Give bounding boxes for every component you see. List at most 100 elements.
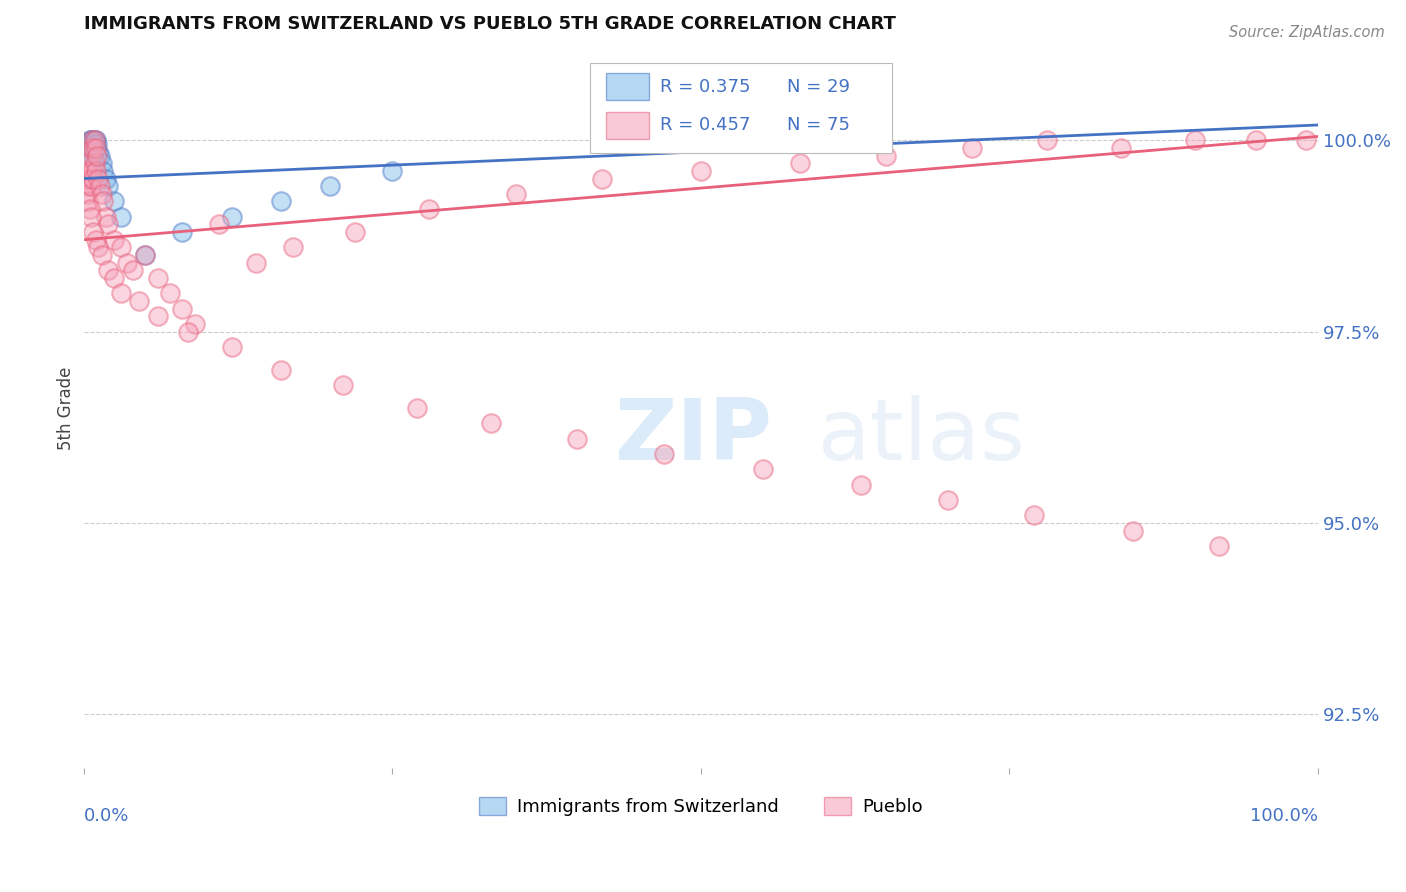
Text: IMMIGRANTS FROM SWITZERLAND VS PUEBLO 5TH GRADE CORRELATION CHART: IMMIGRANTS FROM SWITZERLAND VS PUEBLO 5T… xyxy=(83,15,896,33)
Point xyxy=(270,363,292,377)
Point xyxy=(82,171,104,186)
Point xyxy=(789,156,811,170)
Point xyxy=(84,141,107,155)
Point xyxy=(80,133,103,147)
Point xyxy=(1295,133,1317,147)
Point xyxy=(76,164,98,178)
Point xyxy=(851,477,873,491)
Text: N = 75: N = 75 xyxy=(787,116,851,135)
Point xyxy=(110,240,132,254)
Point xyxy=(97,218,120,232)
Point xyxy=(505,186,527,201)
Point xyxy=(89,179,111,194)
Point xyxy=(76,141,98,155)
Y-axis label: 5th Grade: 5th Grade xyxy=(58,367,75,450)
Text: ZIP: ZIP xyxy=(614,395,772,478)
Point xyxy=(83,133,105,147)
Text: Source: ZipAtlas.com: Source: ZipAtlas.com xyxy=(1229,25,1385,40)
Point xyxy=(84,141,107,155)
Point xyxy=(208,218,231,232)
Point xyxy=(89,148,111,162)
Point xyxy=(221,210,243,224)
Point xyxy=(80,141,103,155)
Point xyxy=(82,225,104,239)
Point xyxy=(418,202,440,216)
Point xyxy=(80,179,103,194)
Point xyxy=(77,194,100,209)
Point xyxy=(82,137,104,152)
Point xyxy=(77,145,100,159)
Point xyxy=(332,378,354,392)
Point xyxy=(97,263,120,277)
Point xyxy=(172,225,194,239)
Text: 100.0%: 100.0% xyxy=(1250,807,1319,825)
Point xyxy=(221,340,243,354)
Text: R = 0.457: R = 0.457 xyxy=(659,116,751,135)
Text: R = 0.375: R = 0.375 xyxy=(659,78,751,95)
Point xyxy=(97,179,120,194)
FancyBboxPatch shape xyxy=(606,73,650,100)
Point xyxy=(79,171,101,186)
Point xyxy=(82,141,104,155)
Point xyxy=(134,248,156,262)
Point xyxy=(1208,539,1230,553)
Point xyxy=(146,271,169,285)
Point xyxy=(79,133,101,147)
Point xyxy=(128,293,150,308)
Point xyxy=(80,141,103,155)
Point xyxy=(80,210,103,224)
Point xyxy=(591,171,613,186)
Point xyxy=(82,141,104,155)
Text: atlas: atlas xyxy=(818,395,1026,478)
Point xyxy=(94,171,117,186)
Point xyxy=(319,179,342,194)
Point xyxy=(84,133,107,147)
Point xyxy=(172,301,194,316)
Point xyxy=(87,240,110,254)
Point xyxy=(83,156,105,170)
Text: 0.0%: 0.0% xyxy=(83,807,129,825)
Point xyxy=(77,156,100,170)
Point xyxy=(405,401,427,415)
Legend: Immigrants from Switzerland, Pueblo: Immigrants from Switzerland, Pueblo xyxy=(472,790,929,823)
Point xyxy=(82,133,104,147)
Point xyxy=(1122,524,1144,538)
Point xyxy=(73,171,96,186)
Point xyxy=(94,210,117,224)
Point xyxy=(110,286,132,301)
Point xyxy=(183,317,205,331)
Point xyxy=(82,164,104,178)
Point xyxy=(1184,133,1206,147)
Point xyxy=(84,164,107,178)
Point xyxy=(146,310,169,324)
Point xyxy=(122,263,145,277)
Point xyxy=(79,202,101,216)
Point xyxy=(283,240,305,254)
FancyBboxPatch shape xyxy=(589,62,893,153)
Point xyxy=(75,179,97,194)
Point xyxy=(1024,508,1046,523)
Point xyxy=(91,164,114,178)
Point xyxy=(76,186,98,201)
Point xyxy=(1109,141,1132,155)
Point xyxy=(245,255,267,269)
Point xyxy=(91,194,114,209)
Point xyxy=(936,492,959,507)
Point xyxy=(83,137,105,152)
Point xyxy=(115,255,138,269)
Point xyxy=(344,225,367,239)
Point xyxy=(270,194,292,209)
Point xyxy=(91,248,114,262)
Point xyxy=(381,164,404,178)
Text: N = 29: N = 29 xyxy=(787,78,851,95)
Point xyxy=(87,145,110,159)
Point xyxy=(82,148,104,162)
Point xyxy=(103,194,125,209)
Point xyxy=(83,133,105,147)
Point xyxy=(1246,133,1268,147)
Point xyxy=(110,210,132,224)
Point xyxy=(567,432,589,446)
Point xyxy=(103,271,125,285)
Point xyxy=(91,156,114,170)
Point xyxy=(82,133,104,147)
